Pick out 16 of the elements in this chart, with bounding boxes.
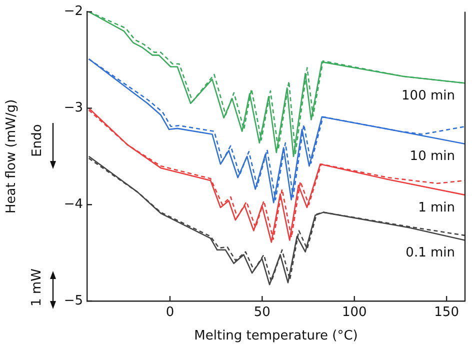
text: Endo (30, 124, 45, 156)
series-label: 10 min (410, 149, 455, 164)
y-tick-label: −3 (64, 100, 83, 116)
x-tick-label: 100 (342, 305, 367, 320)
x-tick-label: 50 (254, 305, 270, 320)
x-tick-label: 150 (434, 305, 459, 320)
text: 1 mW (30, 268, 45, 306)
series-label: 0.1 min (406, 246, 455, 261)
x-axis-title: Melting temperature (°C) (194, 328, 358, 344)
y-tick-label: −4 (64, 196, 83, 212)
x-tick-label: 0 (166, 305, 174, 320)
y-axis-title: Heat flow (mW/g) (4, 99, 20, 214)
series-label: 100 min (402, 88, 455, 104)
y-tick-label: −2 (64, 4, 83, 20)
y-tick-label: −5 (64, 293, 83, 308)
series-label: 1 min (418, 200, 455, 216)
